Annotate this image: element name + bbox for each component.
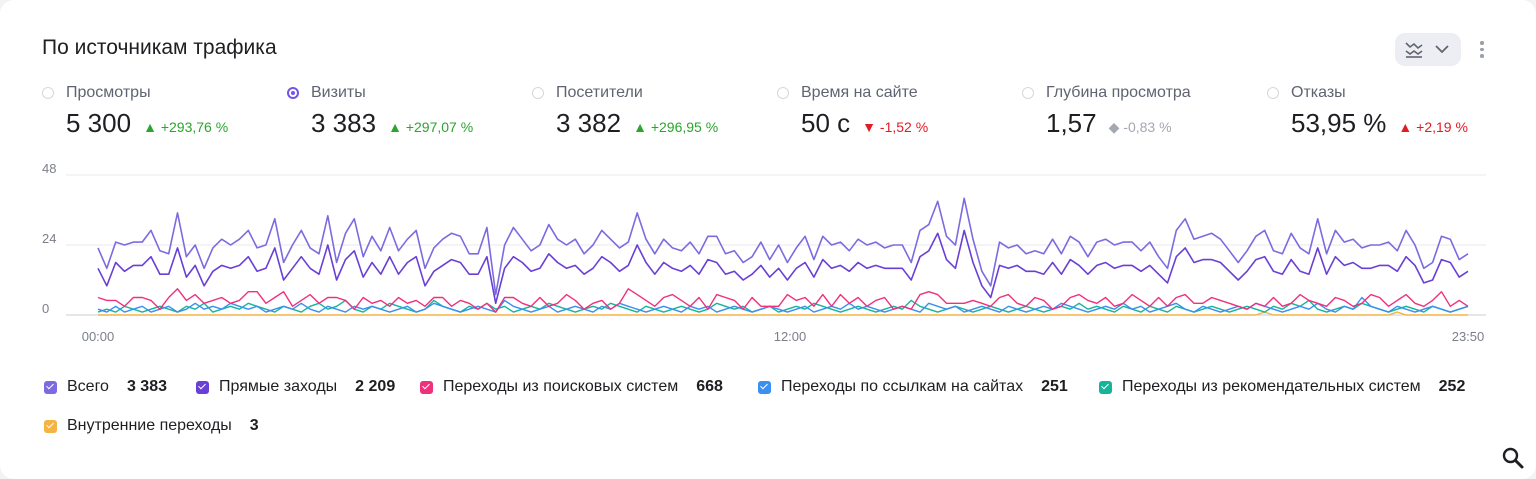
legend-checkbox[interactable] [44, 380, 57, 394]
metric-2[interactable]: Посетители 3 382 ▲ +296,95 % [532, 84, 718, 139]
delta-value: +2,19 % [1416, 119, 1468, 135]
chart-lines-icon [1405, 42, 1423, 58]
metric-value: 53,95 % [1291, 108, 1387, 138]
metric-radio[interactable] [287, 87, 299, 99]
legend-item[interactable]: Внутренние переходы 3 [44, 417, 259, 435]
y-tick-label: 48 [42, 161, 56, 176]
kebab-menu-icon[interactable] [1474, 38, 1490, 62]
legend-item[interactable]: Переходы из рекомендательных систем 252 [1099, 378, 1465, 396]
metric-label: Время на сайте [801, 84, 918, 101]
series-line-0[interactable] [97, 197, 1469, 296]
metric-label: Визиты [311, 84, 366, 101]
metric-3[interactable]: Время на сайте 50 с ▼ -1,52 % [777, 84, 928, 139]
legend-item[interactable]: Прямые заходы 2 209 [196, 378, 395, 396]
metric-radio[interactable] [1022, 87, 1034, 99]
metric-radio[interactable] [42, 87, 54, 99]
legend-label: Переходы по ссылкам на сайтах [781, 378, 1024, 395]
legend-item[interactable]: Всего 3 383 [44, 378, 167, 396]
legend-label: Прямые заходы [219, 378, 338, 395]
x-tick-label: 12:00 [774, 329, 807, 344]
traffic-line-chart: 0 24 48 00:00 12:00 23:50 [42, 161, 1486, 344]
legend-count: 668 [696, 378, 723, 395]
legend-label: Переходы из рекомендательных систем [1122, 378, 1421, 395]
delta-arrow-icon: ▲ [633, 119, 647, 135]
magnifier-icon[interactable] [1501, 446, 1525, 470]
metric-label: Отказы [1291, 84, 1346, 101]
delta-arrow-icon: ▲ [143, 119, 157, 135]
y-tick-label: 24 [42, 231, 56, 246]
metric-delta: ◆ -0,83 % [1109, 119, 1172, 136]
card-title: По источникам трафика [42, 36, 277, 59]
legend-label: Переходы из поисковых систем [443, 378, 679, 395]
legend-checkbox[interactable] [196, 380, 209, 394]
metric-delta: ▲ +297,07 % [388, 119, 473, 135]
legend-count: 251 [1041, 378, 1068, 395]
legend-checkbox[interactable] [758, 380, 771, 394]
legend-checkbox[interactable] [420, 380, 433, 394]
series-line-2[interactable] [97, 288, 1469, 313]
metric-delta: ▲ +2,19 % [1398, 119, 1468, 135]
delta-value: +296,95 % [650, 119, 719, 135]
delta-value: -0,83 % [1123, 119, 1172, 135]
x-tick-label: 00:00 [82, 329, 115, 344]
metric-value: 3 383 [311, 108, 377, 138]
metric-delta: ▲ +293,76 % [143, 119, 228, 135]
metric-radio[interactable] [1267, 87, 1279, 99]
legend-item[interactable]: Переходы по ссылкам на сайтах 251 [758, 378, 1068, 396]
delta-arrow-icon: ▲ [388, 119, 402, 135]
chart-type-dropdown[interactable] [1395, 33, 1461, 66]
metric-value: 50 с [801, 108, 851, 138]
legend-label: Всего [67, 378, 109, 395]
y-tick-label: 0 [42, 301, 49, 316]
legend-checkbox[interactable] [44, 419, 57, 433]
metric-value: 3 382 [556, 108, 622, 138]
metric-5[interactable]: Отказы 53,95 % ▲ +2,19 % [1267, 84, 1468, 139]
metric-0[interactable]: Просмотры 5 300 ▲ +293,76 % [42, 84, 228, 139]
delta-arrow-icon: ▲ [1398, 119, 1413, 135]
metric-radio[interactable] [777, 87, 789, 99]
metric-label: Глубина просмотра [1046, 84, 1191, 101]
legend-item[interactable]: Переходы из поисковых систем 668 [420, 378, 723, 396]
delta-value: -1,52 % [879, 119, 929, 135]
metric-radio[interactable] [532, 87, 544, 99]
metric-delta: ▲ +296,95 % [633, 119, 718, 135]
x-tick-label: 23:50 [1452, 329, 1485, 344]
legend-label: Внутренние переходы [67, 417, 232, 434]
legend-count: 3 383 [126, 378, 167, 395]
series-line-1[interactable] [97, 229, 1469, 305]
legend-checkbox[interactable] [1099, 380, 1112, 394]
delta-arrow-icon: ◆ [1108, 119, 1120, 135]
metric-label: Посетители [556, 84, 643, 101]
delta-arrow-icon: ▼ [862, 119, 877, 135]
chevron-down-icon [1435, 45, 1449, 54]
metric-value: 5 300 [66, 108, 132, 138]
metric-delta: ▼ -1,52 % [862, 119, 928, 135]
legend-count: 3 [249, 417, 259, 434]
metric-4[interactable]: Глубина просмотра 1,57 ◆ -0,83 % [1022, 84, 1191, 139]
metric-value: 1,57 [1046, 108, 1097, 138]
delta-value: +293,76 % [160, 119, 229, 135]
legend-count: 252 [1438, 378, 1466, 395]
legend-count: 2 209 [355, 378, 396, 395]
metric-1[interactable]: Визиты 3 383 ▲ +297,07 % [287, 84, 473, 139]
series-line-5[interactable] [98, 311, 1468, 316]
metric-label: Просмотры [66, 84, 151, 101]
delta-value: +297,07 % [405, 119, 474, 135]
